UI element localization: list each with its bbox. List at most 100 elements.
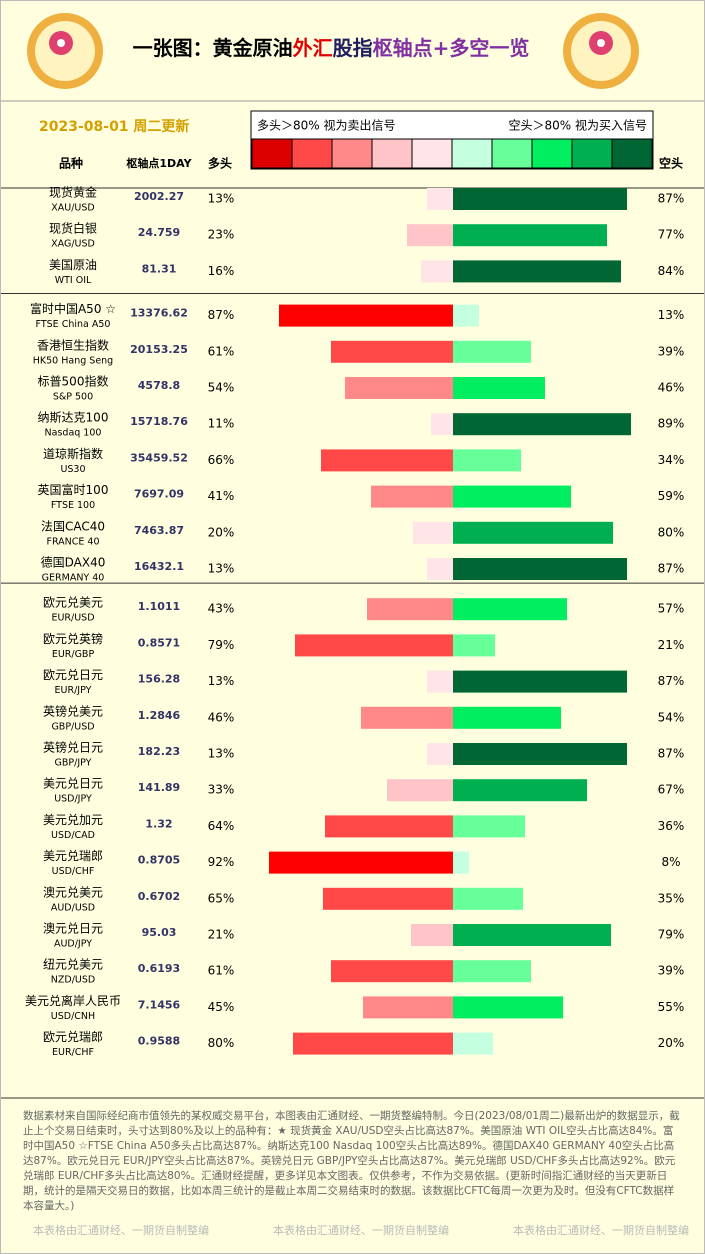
item-name: 英国富时100 xyxy=(38,482,109,497)
item-name: 纳斯达克100 xyxy=(38,411,109,425)
short-bar xyxy=(453,558,627,580)
pivot: 7.1456 xyxy=(138,998,181,1011)
date: 2023-08-01 周二更新 xyxy=(39,118,189,135)
short-bar xyxy=(453,706,561,729)
legend-swatch xyxy=(451,138,493,169)
short-bar xyxy=(453,340,531,363)
legend-swatch xyxy=(611,138,653,169)
short-pct: 20% xyxy=(658,1036,685,1050)
item-name: 美元兑日元 xyxy=(43,777,103,791)
long-pct: 87% xyxy=(208,308,235,322)
short-bar xyxy=(453,779,587,802)
short-bar xyxy=(453,188,627,210)
long-pct: 79% xyxy=(208,638,235,652)
pivot: 0.9588 xyxy=(138,1035,180,1048)
long-pct: 13% xyxy=(208,562,235,576)
long-pct: 33% xyxy=(208,783,235,797)
item-code: FTSE China A50 xyxy=(36,319,111,330)
short-pct: 77% xyxy=(658,228,685,242)
short-bar xyxy=(453,260,621,283)
long-pct: 64% xyxy=(208,819,235,833)
item-name: 道琼斯指数 xyxy=(43,446,103,461)
title: 一张图：黄金原油外汇股指枢轴点+多空一览 xyxy=(133,36,530,60)
pivot: 4578.8 xyxy=(138,379,180,392)
item-code: XAG/USD xyxy=(51,239,95,250)
short-pct: 39% xyxy=(658,344,685,358)
legend-swatch xyxy=(371,138,413,169)
long-pct: 13% xyxy=(208,192,235,206)
item-name: 欧元兑美元 xyxy=(43,596,103,610)
short-bar xyxy=(453,634,495,657)
item-name: 英镑兑日元 xyxy=(43,740,103,755)
short-pct: 36% xyxy=(658,819,685,833)
item-name: 富时中国A50 ☆ xyxy=(30,301,116,316)
long-bar xyxy=(367,598,453,621)
short-pct: 87% xyxy=(658,192,685,206)
item-code: USD/CHF xyxy=(52,866,95,877)
long-bar xyxy=(269,851,453,874)
short-bar xyxy=(453,304,479,327)
pivot: 141.89 xyxy=(138,781,180,794)
pivot: 35459.52 xyxy=(130,451,188,464)
short-bar xyxy=(453,670,627,693)
long-pct: 20% xyxy=(208,525,235,539)
long-pct: 46% xyxy=(208,710,235,724)
item-code: GERMANY 40 xyxy=(42,573,105,584)
long-pct: 13% xyxy=(208,674,235,688)
short-pct: 84% xyxy=(658,264,685,278)
short-bar xyxy=(453,1032,493,1055)
logo xyxy=(563,13,639,89)
item-name: 欧元兑英镑 xyxy=(43,631,103,646)
watermark: 本表格由汇通财经、一期货自制整编 xyxy=(33,1223,209,1237)
long-bar xyxy=(387,779,453,802)
item-code: S&P 500 xyxy=(53,392,93,403)
long-bar xyxy=(293,1032,453,1055)
short-pct: 55% xyxy=(658,1000,685,1014)
short-bar xyxy=(453,743,627,765)
item-code: EUR/USD xyxy=(51,613,94,624)
legend-swatch xyxy=(531,138,573,169)
short-bar xyxy=(453,485,571,508)
long-pct: 61% xyxy=(208,344,235,358)
pivot: 156.28 xyxy=(138,673,180,686)
pivot: 1.2846 xyxy=(138,709,181,722)
pivot: 1.1011 xyxy=(138,600,180,613)
item-code: USD/CAD xyxy=(51,830,95,841)
long-bar xyxy=(427,743,453,765)
long-bar xyxy=(295,634,453,657)
short-bar xyxy=(453,996,563,1019)
short-pct: 35% xyxy=(658,891,685,905)
long-bar xyxy=(421,260,453,283)
short-pct: 87% xyxy=(658,747,685,761)
footer-text: 数据素材来自国际经纪商市值领先的某权威交易平台，本图表由汇通财经、一期货整编特制… xyxy=(23,1110,680,1212)
long-bar xyxy=(279,304,453,327)
long-bar xyxy=(331,960,453,983)
short-bar xyxy=(453,960,531,983)
col-header: 多头 xyxy=(208,156,232,171)
long-pct: 13% xyxy=(208,747,235,761)
item-name: 英镑兑美元 xyxy=(43,703,103,718)
long-pct: 54% xyxy=(208,381,235,395)
long-bar xyxy=(371,485,453,508)
item-code: EUR/GBP xyxy=(52,649,95,660)
watermark: 本表格由汇通财经、一期货自制整编 xyxy=(513,1223,689,1237)
item-code: XAU/USD xyxy=(51,203,94,214)
item-code: USD/CNH xyxy=(51,1011,95,1022)
short-pct: 87% xyxy=(658,674,685,688)
short-pct: 80% xyxy=(658,525,685,539)
long-bar xyxy=(411,924,453,946)
long-bar xyxy=(321,449,453,472)
item-code: GBP/USD xyxy=(51,721,94,732)
item-name: 欧元兑瑞郎 xyxy=(43,1030,103,1044)
legend-swatch xyxy=(571,138,613,169)
short-bar xyxy=(453,924,611,946)
long-bar xyxy=(331,340,453,363)
pivot: 20153.25 xyxy=(130,343,188,356)
short-bar xyxy=(453,224,607,247)
item-name: 现货白银 xyxy=(49,221,97,236)
item-name: 澳元兑日元 xyxy=(43,922,103,936)
pivot: 1.32 xyxy=(145,817,172,830)
item-code: AUD/JPY xyxy=(54,939,92,950)
short-bar xyxy=(453,598,567,621)
